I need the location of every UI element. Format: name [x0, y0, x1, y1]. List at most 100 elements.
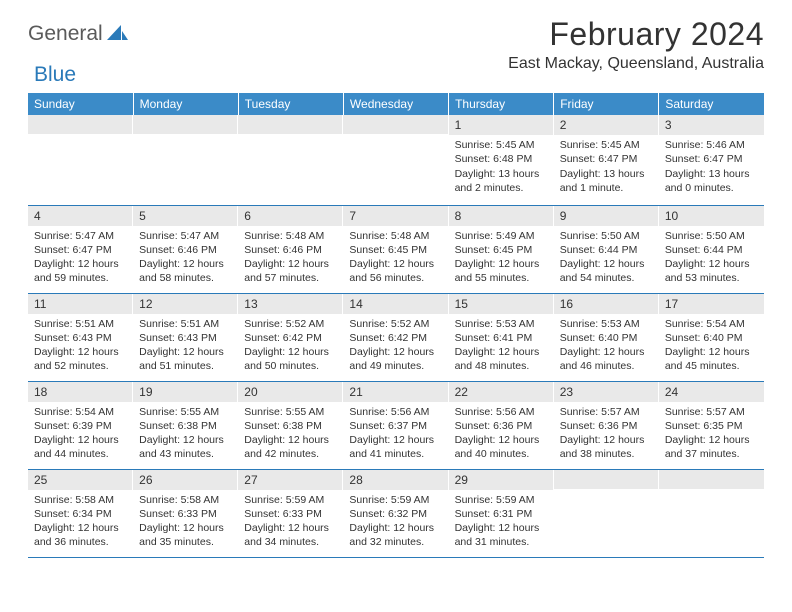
- sunset-line: Sunset: 6:47 PM: [665, 152, 758, 166]
- day-details: Sunrise: 5:51 AMSunset: 6:43 PMDaylight:…: [28, 316, 133, 377]
- day-header: Saturday: [659, 93, 764, 115]
- daylight-line: Daylight: 12 hours and 45 minutes.: [665, 345, 758, 373]
- sunrise-line: Sunrise: 5:54 AM: [34, 405, 127, 419]
- daylight-line: Daylight: 12 hours and 52 minutes.: [34, 345, 127, 373]
- day-details: Sunrise: 5:55 AMSunset: 6:38 PMDaylight:…: [133, 404, 238, 465]
- calendar-row: 4Sunrise: 5:47 AMSunset: 6:47 PMDaylight…: [28, 205, 764, 293]
- daylight-line: Daylight: 12 hours and 53 minutes.: [665, 257, 758, 285]
- sunrise-line: Sunrise: 5:51 AM: [139, 317, 232, 331]
- calendar-cell: 26Sunrise: 5:58 AMSunset: 6:33 PMDayligh…: [133, 469, 238, 557]
- day-number: 20: [238, 382, 343, 402]
- sunrise-line: Sunrise: 5:47 AM: [34, 229, 127, 243]
- day-number: 22: [449, 382, 554, 402]
- empty-daynum: [133, 115, 238, 134]
- day-details: Sunrise: 5:59 AMSunset: 6:32 PMDaylight:…: [343, 492, 448, 553]
- calendar-cell: 20Sunrise: 5:55 AMSunset: 6:38 PMDayligh…: [238, 381, 343, 469]
- calendar-cell: 25Sunrise: 5:58 AMSunset: 6:34 PMDayligh…: [28, 469, 133, 557]
- daylight-line: Daylight: 12 hours and 31 minutes.: [455, 521, 548, 549]
- calendar-cell: 17Sunrise: 5:54 AMSunset: 6:40 PMDayligh…: [659, 293, 764, 381]
- daylight-line: Daylight: 12 hours and 49 minutes.: [349, 345, 442, 373]
- calendar-cell: 13Sunrise: 5:52 AMSunset: 6:42 PMDayligh…: [238, 293, 343, 381]
- sunset-line: Sunset: 6:35 PM: [665, 419, 758, 433]
- day-number: 12: [133, 294, 238, 314]
- daylight-line: Daylight: 12 hours and 56 minutes.: [349, 257, 442, 285]
- day-details: Sunrise: 5:52 AMSunset: 6:42 PMDaylight:…: [238, 316, 343, 377]
- sunset-line: Sunset: 6:38 PM: [139, 419, 232, 433]
- sunset-line: Sunset: 6:47 PM: [34, 243, 127, 257]
- sunrise-line: Sunrise: 5:55 AM: [139, 405, 232, 419]
- sunset-line: Sunset: 6:46 PM: [139, 243, 232, 257]
- day-details: Sunrise: 5:54 AMSunset: 6:40 PMDaylight:…: [659, 316, 764, 377]
- calendar-row: 25Sunrise: 5:58 AMSunset: 6:34 PMDayligh…: [28, 469, 764, 557]
- daylight-line: Daylight: 12 hours and 43 minutes.: [139, 433, 232, 461]
- calendar-cell: 7Sunrise: 5:48 AMSunset: 6:45 PMDaylight…: [343, 205, 448, 293]
- daylight-line: Daylight: 12 hours and 46 minutes.: [560, 345, 653, 373]
- sunset-line: Sunset: 6:42 PM: [244, 331, 337, 345]
- day-details: Sunrise: 5:49 AMSunset: 6:45 PMDaylight:…: [449, 228, 554, 289]
- sunrise-line: Sunrise: 5:56 AM: [349, 405, 442, 419]
- calendar-cell: 9Sunrise: 5:50 AMSunset: 6:44 PMDaylight…: [554, 205, 659, 293]
- sunrise-line: Sunrise: 5:46 AM: [665, 138, 758, 152]
- sunrise-line: Sunrise: 5:45 AM: [560, 138, 653, 152]
- sunset-line: Sunset: 6:44 PM: [560, 243, 653, 257]
- daylight-line: Daylight: 12 hours and 38 minutes.: [560, 433, 653, 461]
- calendar-cell: [343, 115, 448, 205]
- sunset-line: Sunset: 6:41 PM: [455, 331, 548, 345]
- day-header: Wednesday: [343, 93, 448, 115]
- sunset-line: Sunset: 6:47 PM: [560, 152, 653, 166]
- empty-daynum: [238, 115, 343, 134]
- day-number: 13: [238, 294, 343, 314]
- empty-daynum: [343, 115, 448, 134]
- daylight-line: Daylight: 12 hours and 34 minutes.: [244, 521, 337, 549]
- sunrise-line: Sunrise: 5:52 AM: [349, 317, 442, 331]
- day-header: Friday: [554, 93, 659, 115]
- day-details: Sunrise: 5:48 AMSunset: 6:45 PMDaylight:…: [343, 228, 448, 289]
- day-number: 6: [238, 206, 343, 226]
- sunrise-line: Sunrise: 5:57 AM: [665, 405, 758, 419]
- daylight-line: Daylight: 12 hours and 36 minutes.: [34, 521, 127, 549]
- brand-sail-icon: [107, 23, 129, 46]
- daylight-line: Daylight: 12 hours and 42 minutes.: [244, 433, 337, 461]
- calendar-cell: [133, 115, 238, 205]
- sunrise-line: Sunrise: 5:55 AM: [244, 405, 337, 419]
- day-number: 1: [449, 115, 554, 135]
- daylight-line: Daylight: 12 hours and 35 minutes.: [139, 521, 232, 549]
- calendar-cell: 2Sunrise: 5:45 AMSunset: 6:47 PMDaylight…: [554, 115, 659, 205]
- sunset-line: Sunset: 6:36 PM: [455, 419, 548, 433]
- sunrise-line: Sunrise: 5:58 AM: [139, 493, 232, 507]
- sunrise-line: Sunrise: 5:57 AM: [560, 405, 653, 419]
- sunset-line: Sunset: 6:45 PM: [455, 243, 548, 257]
- sunset-line: Sunset: 6:37 PM: [349, 419, 442, 433]
- day-details: Sunrise: 5:58 AMSunset: 6:33 PMDaylight:…: [133, 492, 238, 553]
- sunset-line: Sunset: 6:33 PM: [139, 507, 232, 521]
- day-number: 23: [554, 382, 659, 402]
- day-number: 18: [28, 382, 133, 402]
- daylight-line: Daylight: 12 hours and 50 minutes.: [244, 345, 337, 373]
- sunset-line: Sunset: 6:36 PM: [560, 419, 653, 433]
- sunrise-line: Sunrise: 5:56 AM: [455, 405, 548, 419]
- calendar-cell: [238, 115, 343, 205]
- day-number: 3: [659, 115, 764, 135]
- calendar-cell: 14Sunrise: 5:52 AMSunset: 6:42 PMDayligh…: [343, 293, 448, 381]
- day-details: Sunrise: 5:50 AMSunset: 6:44 PMDaylight:…: [554, 228, 659, 289]
- day-number: 11: [28, 294, 133, 314]
- sunset-line: Sunset: 6:39 PM: [34, 419, 127, 433]
- sunset-line: Sunset: 6:45 PM: [349, 243, 442, 257]
- sunrise-line: Sunrise: 5:49 AM: [455, 229, 548, 243]
- daylight-line: Daylight: 13 hours and 2 minutes.: [455, 167, 548, 195]
- day-details: Sunrise: 5:47 AMSunset: 6:47 PMDaylight:…: [28, 228, 133, 289]
- calendar-body: 1Sunrise: 5:45 AMSunset: 6:48 PMDaylight…: [28, 115, 764, 557]
- sunrise-line: Sunrise: 5:59 AM: [349, 493, 442, 507]
- calendar-cell: 8Sunrise: 5:49 AMSunset: 6:45 PMDaylight…: [449, 205, 554, 293]
- day-details: Sunrise: 5:50 AMSunset: 6:44 PMDaylight:…: [659, 228, 764, 289]
- calendar-head: SundayMondayTuesdayWednesdayThursdayFrid…: [28, 93, 764, 115]
- brand-logo: General: [28, 16, 131, 46]
- sunset-line: Sunset: 6:46 PM: [244, 243, 337, 257]
- day-details: Sunrise: 5:47 AMSunset: 6:46 PMDaylight:…: [133, 228, 238, 289]
- day-number: 17: [659, 294, 764, 314]
- day-header: Tuesday: [238, 93, 343, 115]
- day-details: Sunrise: 5:51 AMSunset: 6:43 PMDaylight:…: [133, 316, 238, 377]
- daylight-line: Daylight: 12 hours and 58 minutes.: [139, 257, 232, 285]
- sunset-line: Sunset: 6:40 PM: [560, 331, 653, 345]
- day-number: 21: [343, 382, 448, 402]
